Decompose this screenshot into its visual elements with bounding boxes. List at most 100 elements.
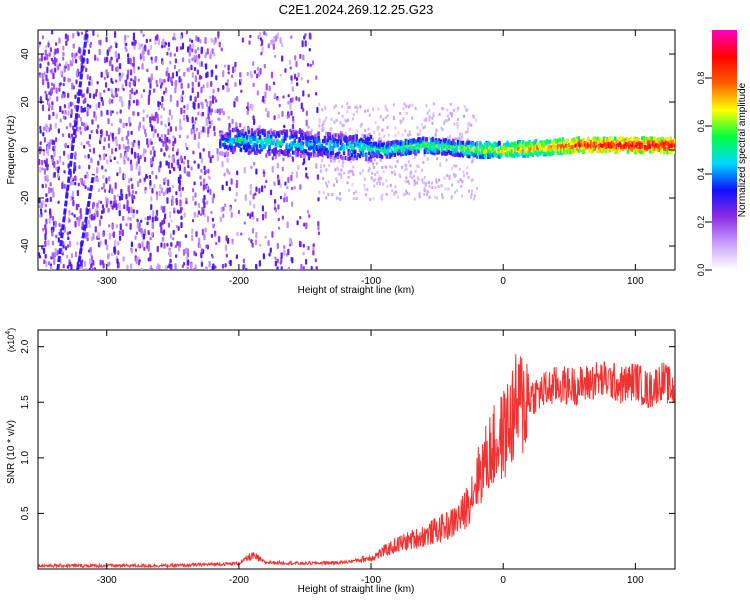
spectrogram-cell [460,140,463,145]
spectrogram-cell [164,177,167,182]
spectrogram-cell [306,137,309,142]
spectrogram-cell [288,237,292,245]
spectrogram-cell [531,146,534,151]
spectrogram-cell [258,149,262,154]
spectrogram-cell [509,153,512,158]
spectrogram-cell [544,150,547,155]
spectrogram-cell [540,149,544,154]
spectrogram-cell [282,150,285,155]
spectrogram-cell [528,139,531,144]
spectrogram-cell [558,151,561,156]
spectrogram-cell [413,179,416,183]
spectrogram-cell [345,145,349,150]
spectrogram-cell [42,227,45,232]
spectrogram-cell [376,144,379,149]
spectrogram-cell [379,148,382,153]
spectrogram-cell [78,55,81,60]
spectrogram-cell [67,77,70,83]
colorbar-gradient [712,30,737,270]
spectrogram-cell [44,90,47,95]
spectrogram-cell [86,237,89,242]
spectrogram-cell [224,64,227,68]
spectrogram-cell [209,100,212,107]
spectrogram-cell [46,166,49,171]
spectrogram-cell [298,146,301,151]
spectrogram-cell [135,161,138,167]
spectrogram-cell [80,121,84,127]
spectrogram-cell [111,93,114,98]
spectrogram-cell [376,125,379,129]
spectrogram-cell [202,198,205,204]
spectrogram-cell [86,173,89,179]
spectrogram-cell [108,224,111,228]
spectrogram-cell [151,156,155,162]
spectrogram-cell [94,176,97,183]
spectrogram-cell [327,180,330,184]
spectrogram-cell [222,70,225,78]
spectrogram-y-tick-label: 0 [20,147,31,153]
spectrogram-cell [87,153,90,159]
spectrogram-cell [352,138,355,143]
spectrogram-cell [215,64,218,69]
spectrogram-cell [312,138,316,143]
spectrogram-cell [591,138,595,143]
spectrogram-cell [577,136,580,141]
spectrogram-cell [127,35,130,39]
spectrogram-cell [183,71,186,77]
spectrogram-cell [89,148,92,153]
spectrogram-cell [53,258,56,265]
spectrogram-cell [168,154,171,159]
spectrogram-cell [255,168,258,175]
spectrogram-cell [77,32,80,37]
spectrogram-cell [397,131,400,135]
spectrogram-cell [378,182,381,186]
spectrogram-cell [97,200,101,204]
spectrogram-cell [129,89,132,93]
spectrogram-cell [128,191,131,197]
spectrogram-cell [523,153,527,158]
spectrogram-cell [179,97,183,101]
spectrogram-cell [45,94,48,101]
spectrogram-cell [663,150,666,155]
spectrogram-cell [67,102,71,110]
spectrogram-cell [49,265,53,270]
spectrogram-cell [374,121,377,125]
spectrogram-cell [469,147,473,152]
spectrogram-cell [162,229,166,236]
spectrogram-cell [566,149,569,154]
spectrogram-cell [483,142,487,147]
spectrogram-cell [260,141,263,146]
spectrogram-cell [284,132,287,137]
spectrogram-cell [359,105,362,109]
spectrogram-cell [91,119,94,125]
spectrogram-cell [54,67,57,73]
spectrogram-cell [175,79,178,87]
spectrogram-cell [46,126,49,133]
spectrogram-cell [507,151,511,156]
spectrogram-cell [276,258,279,264]
spectrogram-cell [160,44,164,49]
spectrogram-cell [161,103,164,109]
spectrogram-cell [653,144,657,149]
spectrogram-cell [231,137,235,142]
spectrogram-cell [334,138,338,143]
spectrogram-cell [658,146,661,151]
spectrogram-cell [52,191,55,198]
spectrogram-cell [441,151,444,156]
spectrogram-cell [160,187,163,194]
spectrogram-cell [220,136,224,141]
spectrogram-cell [368,147,371,152]
spectrogram-cell [431,147,435,152]
spectrogram-cell [114,31,117,38]
spectrogram-cell [322,191,325,195]
spectrogram-cell [467,121,470,125]
spectrogram-cell [399,119,402,123]
spectrogram-cell [653,136,657,141]
spectrogram-cell [311,135,314,140]
spectrogram-cell [114,91,117,97]
spectrogram-cell [311,141,314,146]
spectrogram-cell [374,178,377,182]
spectrogram-cell [200,168,203,173]
spectrogram-cell [192,195,195,201]
spectrogram-cell [83,180,86,185]
